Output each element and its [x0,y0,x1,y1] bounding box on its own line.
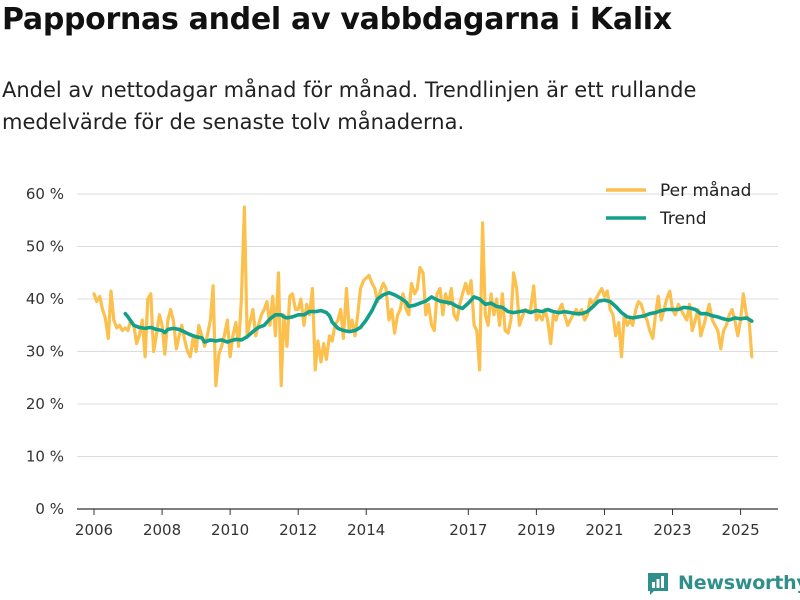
y-tick-label: 0 % [35,500,64,518]
y-tick-label: 10 % [26,448,64,466]
brand-name: Newsworthy [678,572,800,594]
newsworthy-logo-icon [648,573,668,595]
legend-item-per-manad-label: Per månad [660,180,751,201]
newsworthy-brand: Newsworthy [645,570,800,596]
x-tick-label: 2012 [279,521,317,539]
chart-title: Pappornas andel av vabbdagarna i Kalix [2,2,672,37]
y-tick-label: 30 % [26,343,64,361]
series-line-per-manad [92,205,754,388]
x-tick-label: 2023 [653,521,691,539]
legend: Per månad Trend [606,180,751,229]
x-tick-label: 2025 [721,521,759,539]
x-tick-label: 2008 [143,521,181,539]
axis-layer: 0 % 10 % 20 % 30 % 40 % 50 % 60 % 2006 2008 2010 2… [26,185,778,539]
y-tick-label: 20 % [26,395,64,413]
x-tick-label: 2014 [347,521,385,539]
x-tick-label: 2006 [75,521,113,539]
series-layer [92,205,754,388]
y-tick-label: 50 % [26,238,64,256]
chart-subtitle: Andel av nettodagar månad för månad. Tre… [2,78,697,134]
y-tick-label: 60 % [26,185,64,203]
legend-item-trend-label: Trend [659,209,707,229]
x-tick-label: 2021 [585,521,623,539]
series-line-trend [123,290,754,344]
x-tick-label: 2019 [517,521,555,539]
x-tick-label: 2017 [449,521,487,539]
x-tick-label: 2010 [211,521,249,539]
y-tick-label: 40 % [26,290,64,308]
